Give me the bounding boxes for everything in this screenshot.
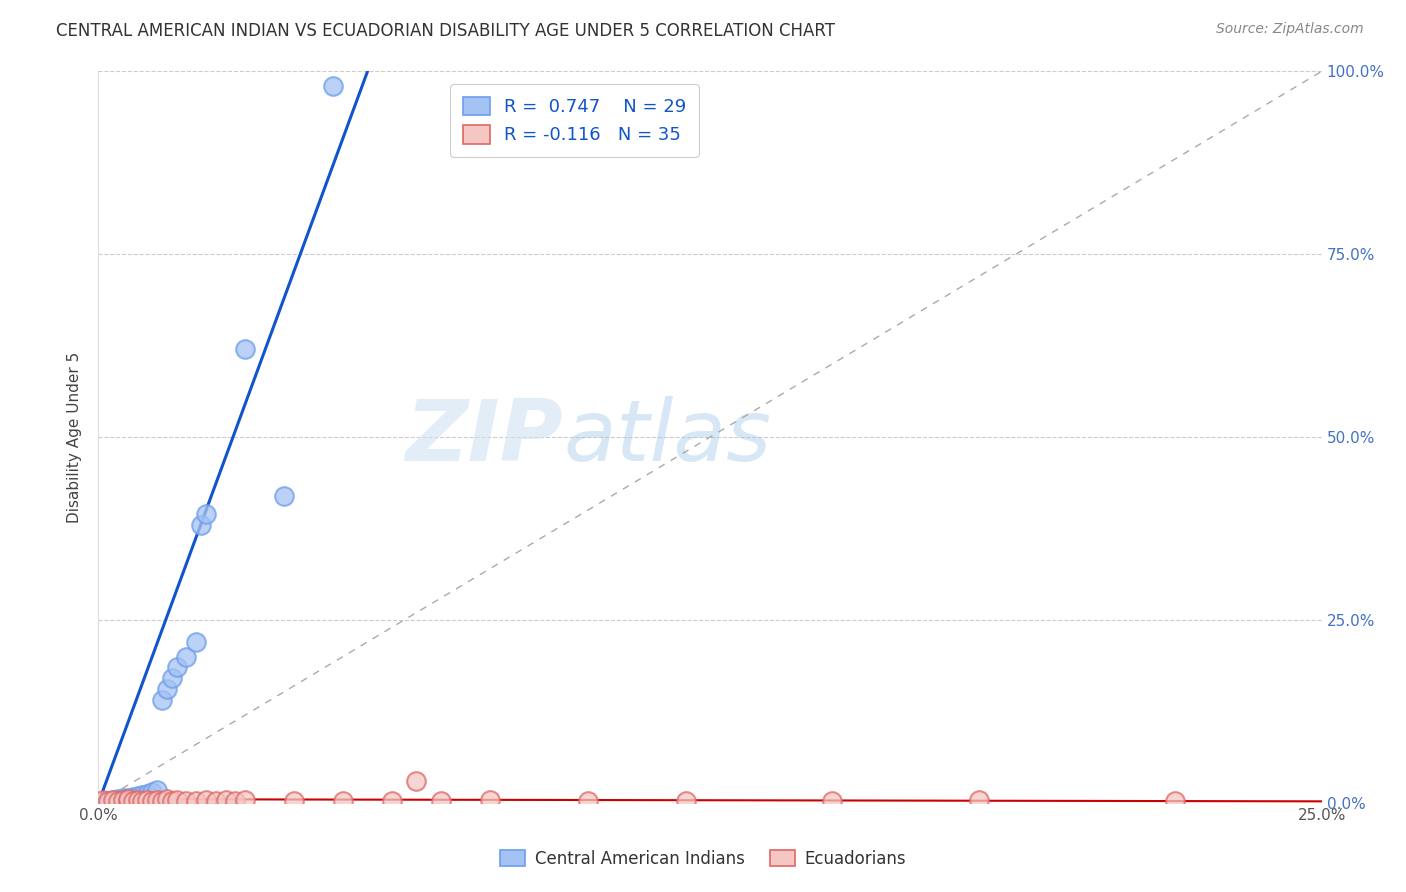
Point — [205, 794, 228, 808]
Point — [430, 794, 453, 808]
Point — [131, 794, 153, 808]
Point — [1164, 794, 1187, 808]
Point — [166, 793, 188, 807]
Point — [141, 794, 163, 808]
Point — [166, 660, 188, 674]
Point — [576, 794, 599, 808]
Point — [121, 789, 143, 804]
Point — [273, 489, 295, 503]
Point — [675, 794, 697, 808]
Point — [160, 794, 183, 808]
Point — [107, 794, 129, 808]
Point — [186, 635, 208, 649]
Point — [117, 792, 139, 806]
Point — [107, 792, 129, 806]
Point — [190, 517, 212, 532]
Legend: R =  0.747    N = 29, R = -0.116   N = 35: R = 0.747 N = 29, R = -0.116 N = 35 — [450, 84, 699, 157]
Point — [821, 794, 844, 808]
Point — [195, 793, 218, 807]
Point — [160, 672, 183, 686]
Point — [91, 793, 114, 807]
Point — [131, 789, 153, 803]
Point — [967, 793, 990, 807]
Point — [156, 682, 179, 697]
Point — [233, 343, 256, 357]
Point — [127, 789, 149, 804]
Y-axis label: Disability Age Under 5: Disability Age Under 5 — [67, 351, 83, 523]
Point — [283, 794, 305, 808]
Point — [176, 649, 198, 664]
Point — [146, 793, 169, 807]
Point — [101, 793, 124, 807]
Text: Source: ZipAtlas.com: Source: ZipAtlas.com — [1216, 22, 1364, 37]
Point — [381, 794, 404, 808]
Point — [176, 794, 198, 808]
Point — [101, 793, 124, 807]
Point — [156, 792, 179, 806]
Point — [195, 507, 218, 521]
Point — [136, 793, 159, 807]
Point — [127, 793, 149, 807]
Point — [131, 790, 153, 805]
Text: ZIP: ZIP — [405, 395, 564, 479]
Point — [224, 794, 246, 808]
Point — [127, 791, 149, 805]
Point — [136, 787, 159, 801]
Point — [117, 794, 139, 808]
Point — [97, 794, 120, 808]
Point — [136, 789, 159, 804]
Point — [150, 794, 173, 808]
Point — [332, 794, 354, 808]
Text: CENTRAL AMERICAN INDIAN VS ECUADORIAN DISABILITY AGE UNDER 5 CORRELATION CHART: CENTRAL AMERICAN INDIAN VS ECUADORIAN DI… — [56, 22, 835, 40]
Legend: Central American Indians, Ecuadorians: Central American Indians, Ecuadorians — [494, 844, 912, 875]
Point — [146, 782, 169, 797]
Point — [141, 785, 163, 799]
Point — [117, 790, 139, 805]
Point — [214, 793, 236, 807]
Point — [405, 773, 427, 788]
Point — [107, 794, 129, 808]
Point — [233, 793, 256, 807]
Point — [150, 693, 173, 707]
Point — [111, 793, 134, 807]
Point — [117, 793, 139, 807]
Point — [121, 794, 143, 808]
Point — [97, 794, 120, 808]
Point — [111, 791, 134, 805]
Point — [478, 793, 501, 807]
Point — [111, 793, 134, 807]
Point — [121, 792, 143, 806]
Point — [322, 78, 344, 93]
Point — [186, 794, 208, 808]
Text: atlas: atlas — [564, 395, 772, 479]
